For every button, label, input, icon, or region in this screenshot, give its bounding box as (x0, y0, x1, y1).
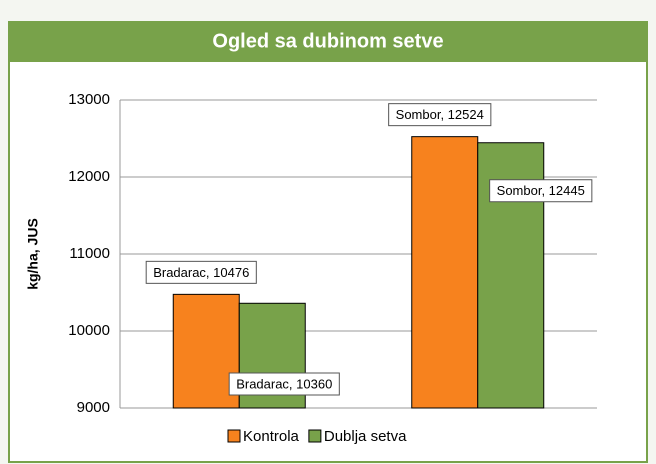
y-tick-label: 12000 (68, 168, 110, 185)
data-label: Sombor, 12524 (396, 107, 484, 122)
y-tick-label: 13000 (68, 91, 110, 108)
legend-swatch (308, 429, 322, 443)
data-label: Bradarac, 10360 (236, 376, 332, 391)
data-label-box (489, 179, 593, 203)
legend-label: Dublja setva (324, 428, 407, 445)
bar (411, 136, 479, 409)
frame (8, 21, 648, 463)
bar (172, 293, 240, 409)
legend-swatch (227, 429, 241, 443)
data-label-box (388, 103, 492, 127)
y-tick-label: 11000 (69, 245, 110, 262)
y-axis-title: kg/ha, JUS (25, 218, 41, 290)
data-label: Bradarac, 10476 (153, 265, 249, 280)
y-tick-label: 10000 (68, 322, 110, 339)
data-label-box (228, 372, 340, 396)
legend-label: Kontrola (243, 428, 300, 445)
data-label: Sombor, 12445 (497, 183, 585, 198)
data-label-box (145, 260, 257, 284)
y-tick-label: 9000 (77, 399, 110, 416)
header (9, 22, 647, 62)
chart-title: Ogled sa dubinom setve (212, 30, 443, 52)
